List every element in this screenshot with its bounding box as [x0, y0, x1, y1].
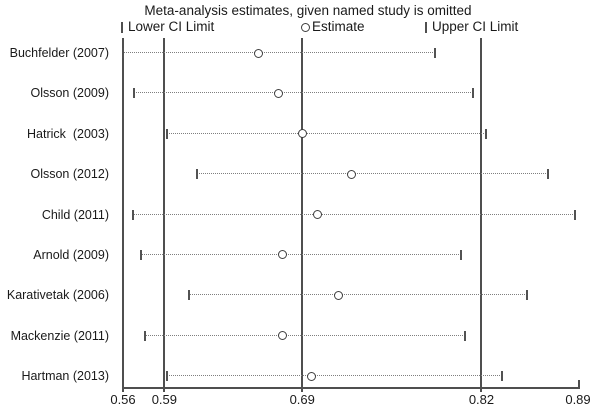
ci-cap-lower [122, 48, 124, 58]
ci-cap-upper [546, 169, 549, 180]
reference-line [480, 38, 483, 392]
ci-line [134, 92, 474, 94]
ci-cap-lower [188, 290, 191, 301]
estimate-marker [307, 371, 317, 381]
x-tick-label: 0.59 [151, 392, 178, 407]
ci-cap-lower [166, 128, 169, 139]
estimate-marker [253, 48, 263, 58]
legend-item-upper-ci: Upper CI Limit [425, 19, 518, 34]
x-tick-label: 0.82 [468, 392, 495, 407]
legend-item-lower-ci: Lower CI Limit [121, 19, 214, 34]
legend-estimate-label: Estimate [312, 19, 365, 34]
x-tick-label: 0.89 [565, 392, 591, 407]
ci-cap-upper [574, 209, 577, 220]
ci-cap-upper [525, 290, 528, 301]
estimate-marker [347, 169, 357, 179]
ci-line [167, 375, 503, 376]
ci-cap-upper [463, 330, 466, 341]
reference-line [301, 38, 304, 392]
ci-line [140, 253, 461, 255]
legend-item-estimate: Estimate [301, 19, 365, 34]
ci-line [132, 213, 576, 215]
ci-line [167, 132, 486, 134]
estimate-marker [297, 129, 307, 139]
ci-line [197, 173, 548, 175]
x-axis-line [123, 387, 580, 389]
ci-line [123, 52, 435, 53]
study-label: Olsson (2012) [30, 167, 109, 182]
reference-line [122, 38, 124, 392]
chart-title: Meta-analysis estimates, given named stu… [144, 3, 472, 18]
estimate-marker [333, 290, 343, 300]
study-label: Karativetak (2006) [6, 288, 109, 303]
ci-line [145, 334, 465, 336]
estimate-marker [274, 88, 284, 98]
ci-cap-upper [484, 128, 487, 139]
study-label: Olsson (2009) [30, 86, 109, 101]
estimate-marker [278, 331, 288, 341]
ci-cap-upper [459, 249, 462, 260]
ci-line [189, 294, 527, 296]
reference-line [163, 38, 166, 392]
study-label: Buchfelder (2007) [9, 46, 109, 60]
x-tick-label: 0.56 [110, 392, 136, 407]
study-label: Arnold (2009) [33, 247, 109, 262]
ci-cap-lower [131, 209, 134, 220]
lower-ci-marker-icon [121, 22, 123, 33]
ci-cap-lower [144, 330, 147, 341]
ci-cap-lower [133, 88, 136, 99]
study-label: Hartman (2013) [21, 369, 109, 383]
ci-cap-lower [139, 249, 142, 260]
upper-ci-marker-icon [425, 22, 427, 33]
legend-lower-label: Lower CI Limit [128, 19, 215, 34]
ci-cap-upper [472, 88, 475, 99]
x-axis-end-tick [578, 380, 580, 389]
estimate-marker-icon [301, 23, 310, 32]
x-tick-label: 0.69 [289, 392, 315, 407]
legend-upper-label: Upper CI Limit [432, 19, 519, 34]
ci-cap-lower [166, 371, 169, 381]
study-label: Mackenzie (2011) [10, 328, 109, 343]
estimate-marker [312, 210, 322, 219]
ci-cap-upper [433, 48, 436, 58]
ci-cap-upper [501, 371, 504, 381]
study-label: Hatrick (2003) [27, 126, 109, 141]
estimate-marker [278, 250, 288, 260]
ci-cap-lower [196, 169, 199, 180]
study-label: Child (2011) [41, 207, 109, 222]
